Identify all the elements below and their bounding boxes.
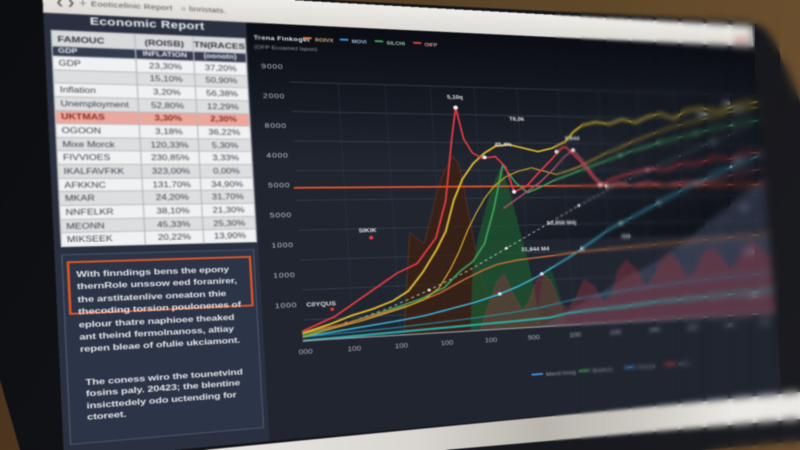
svg-text:000: 000 (298, 347, 313, 356)
svg-text:4000: 4000 (266, 151, 289, 159)
svg-text:1000: 1000 (275, 301, 298, 310)
svg-text:1000: 1000 (273, 271, 296, 280)
svg-text:100: 100 (347, 344, 361, 353)
svg-text:1000: 1000 (271, 241, 294, 250)
svg-text:9#0: 9#0 (621, 233, 631, 240)
svg-text:100: 100 (760, 319, 771, 326)
svg-text:100: 100 (687, 323, 698, 331)
svg-text:OIFP: OIFP (424, 42, 438, 48)
svg-text:45,4%: 45,4% (494, 141, 512, 148)
svg-text:ROIVX: ROIVX (315, 38, 335, 44)
svg-text:100: 100 (724, 321, 735, 329)
svg-text:5,644: 5,644 (565, 135, 581, 142)
svg-text:31,844 M4: 31,844 M4 (521, 245, 550, 253)
svg-text:2000: 2000 (263, 92, 286, 100)
svg-text:T6,0k: T6,0k (509, 116, 526, 123)
svg-text:100: 100 (440, 338, 453, 347)
svg-text:8000: 8000 (264, 121, 287, 129)
svg-text:C0YQUS: C0YQUS (306, 300, 336, 309)
svg-text:100: 100 (569, 331, 581, 339)
svg-text:9000: 9000 (261, 62, 284, 71)
svg-text:SIKIK: SIKIK (358, 227, 377, 234)
svg-text:SILCHI: SILCHI (386, 41, 405, 47)
svg-text:XXX: XXX (678, 360, 690, 367)
svg-text:5000: 5000 (270, 211, 293, 219)
svg-text:100: 100 (649, 326, 661, 334)
svg-text:5,10q: 5,10q (447, 93, 463, 100)
svg-text:150k: 150k (696, 111, 709, 117)
svg-text:100: 100 (485, 336, 498, 344)
svg-text:100: 100 (610, 328, 622, 336)
svg-text:50,858 M4j: 50,858 M4j (547, 219, 577, 226)
svg-text:MOVI: MOVI (352, 39, 367, 45)
svg-text:160: 160 (722, 100, 731, 106)
svg-text:100: 100 (395, 341, 409, 350)
svg-text:500: 500 (528, 333, 541, 341)
svg-text:5000: 5000 (268, 181, 291, 189)
